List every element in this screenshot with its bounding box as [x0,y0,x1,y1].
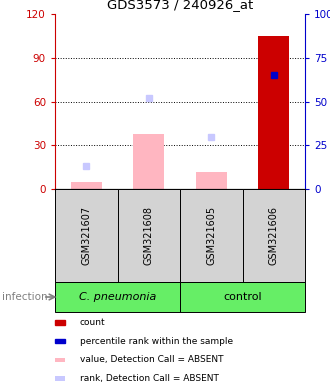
Text: infection: infection [2,292,47,302]
Bar [258,36,289,189]
Text: GSM321608: GSM321608 [144,206,154,265]
Bar [133,134,164,189]
Text: control: control [223,292,262,302]
Bar [55,320,65,324]
Text: count: count [80,318,105,327]
Text: percentile rank within the sample: percentile rank within the sample [80,337,233,346]
Text: GSM321605: GSM321605 [206,206,216,265]
Bar [180,189,243,282]
Text: value, Detection Call = ABSENT: value, Detection Call = ABSENT [80,355,223,364]
Bar [55,282,180,312]
Bar [117,189,180,282]
Bar [55,358,65,362]
Text: rank, Detection Call = ABSENT: rank, Detection Call = ABSENT [80,374,218,383]
Text: C. pneumonia: C. pneumonia [79,292,156,302]
Bar [55,376,65,381]
Title: GDS3573 / 240926_at: GDS3573 / 240926_at [107,0,253,12]
Bar [55,189,117,282]
Bar [196,172,227,189]
Text: GSM321606: GSM321606 [269,206,279,265]
Text: GSM321607: GSM321607 [81,206,91,265]
Bar [55,339,65,343]
Bar [180,282,305,312]
Bar [71,182,102,189]
Bar [243,189,305,282]
